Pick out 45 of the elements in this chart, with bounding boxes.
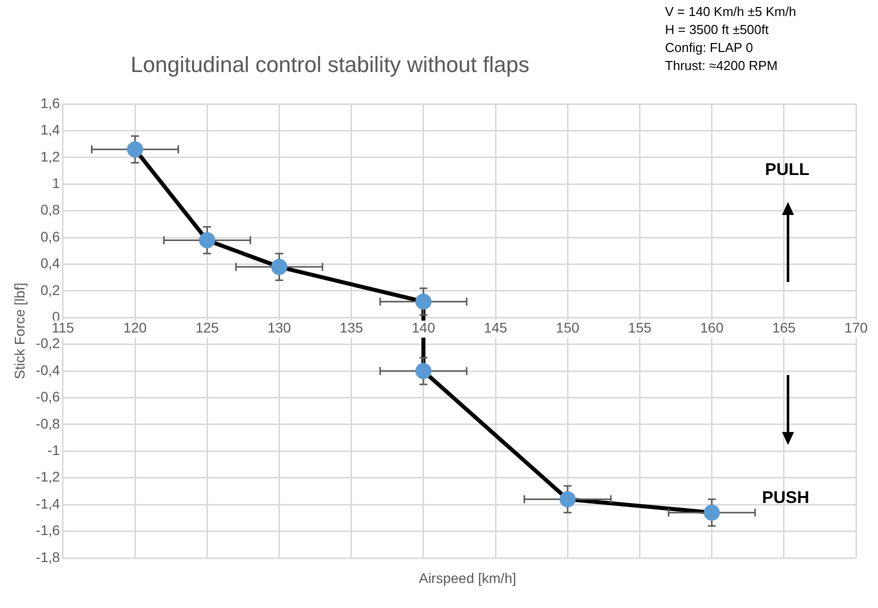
- x-tick-label: 155: [628, 320, 652, 336]
- y-tick-label: 1,2: [40, 148, 60, 164]
- x-tick-label: 150: [556, 320, 580, 336]
- x-tick-label: 160: [700, 320, 724, 336]
- y-tick-label: -1,6: [36, 522, 60, 538]
- x-tick-label: 135: [340, 320, 364, 336]
- y-tick-label: -1,4: [36, 495, 60, 512]
- point: [704, 504, 720, 521]
- y-tick-label: -0,6: [36, 388, 60, 405]
- y-tick-label: 0,8: [40, 202, 60, 218]
- text: Thrust: ≈4200 RPM: [665, 58, 778, 73]
- y-tick-label: 0,2: [40, 282, 60, 298]
- x-axis-title: Airspeed [km/h]: [418, 570, 518, 586]
- x-tick-label: 165: [772, 320, 796, 336]
- x-tick-label: 170: [844, 320, 868, 336]
- text: H = 3500 ft ±500ft: [665, 22, 769, 37]
- y-tick-label: 1: [52, 174, 60, 191]
- annotation: PUSH: [762, 488, 810, 508]
- y-tick-label: -0,2: [36, 335, 60, 352]
- x-tick-label: 145: [484, 320, 508, 336]
- y-tick-label: 1,6: [40, 94, 60, 111]
- y-axis-title: Stick Force [lbf]: [11, 282, 28, 380]
- x-tick-label: 125: [195, 320, 220, 336]
- text: V = 140 Km/h ±5 Km/h: [665, 4, 796, 19]
- y-tick-label: 1,4: [40, 122, 60, 138]
- x-tick-label: 140: [412, 320, 436, 336]
- text: Config: FLAP 0: [665, 40, 753, 55]
- point: [271, 258, 288, 275]
- y-tick-label: -0,8: [36, 415, 60, 432]
- x-tick-label: 120: [123, 320, 147, 336]
- y-tick-label: -0,4: [36, 362, 60, 378]
- point: [127, 141, 144, 158]
- y-tick-label: 0,4: [40, 255, 60, 272]
- x-tick-label: 130: [268, 320, 292, 336]
- annotation: PULL: [765, 160, 810, 180]
- y-tick-label: -1,8: [36, 548, 60, 565]
- point: [199, 232, 216, 248]
- chart-title: Longitudinal control stability without flaps: [130, 52, 530, 78]
- y-tick-label: 0,6: [40, 228, 60, 244]
- point: [415, 363, 432, 380]
- y-tick-label: -1,2: [36, 468, 60, 485]
- x-tick-label: 115: [52, 320, 74, 336]
- point: [560, 491, 576, 508]
- y-tick-label: -1: [47, 442, 60, 458]
- point: [415, 294, 432, 310]
